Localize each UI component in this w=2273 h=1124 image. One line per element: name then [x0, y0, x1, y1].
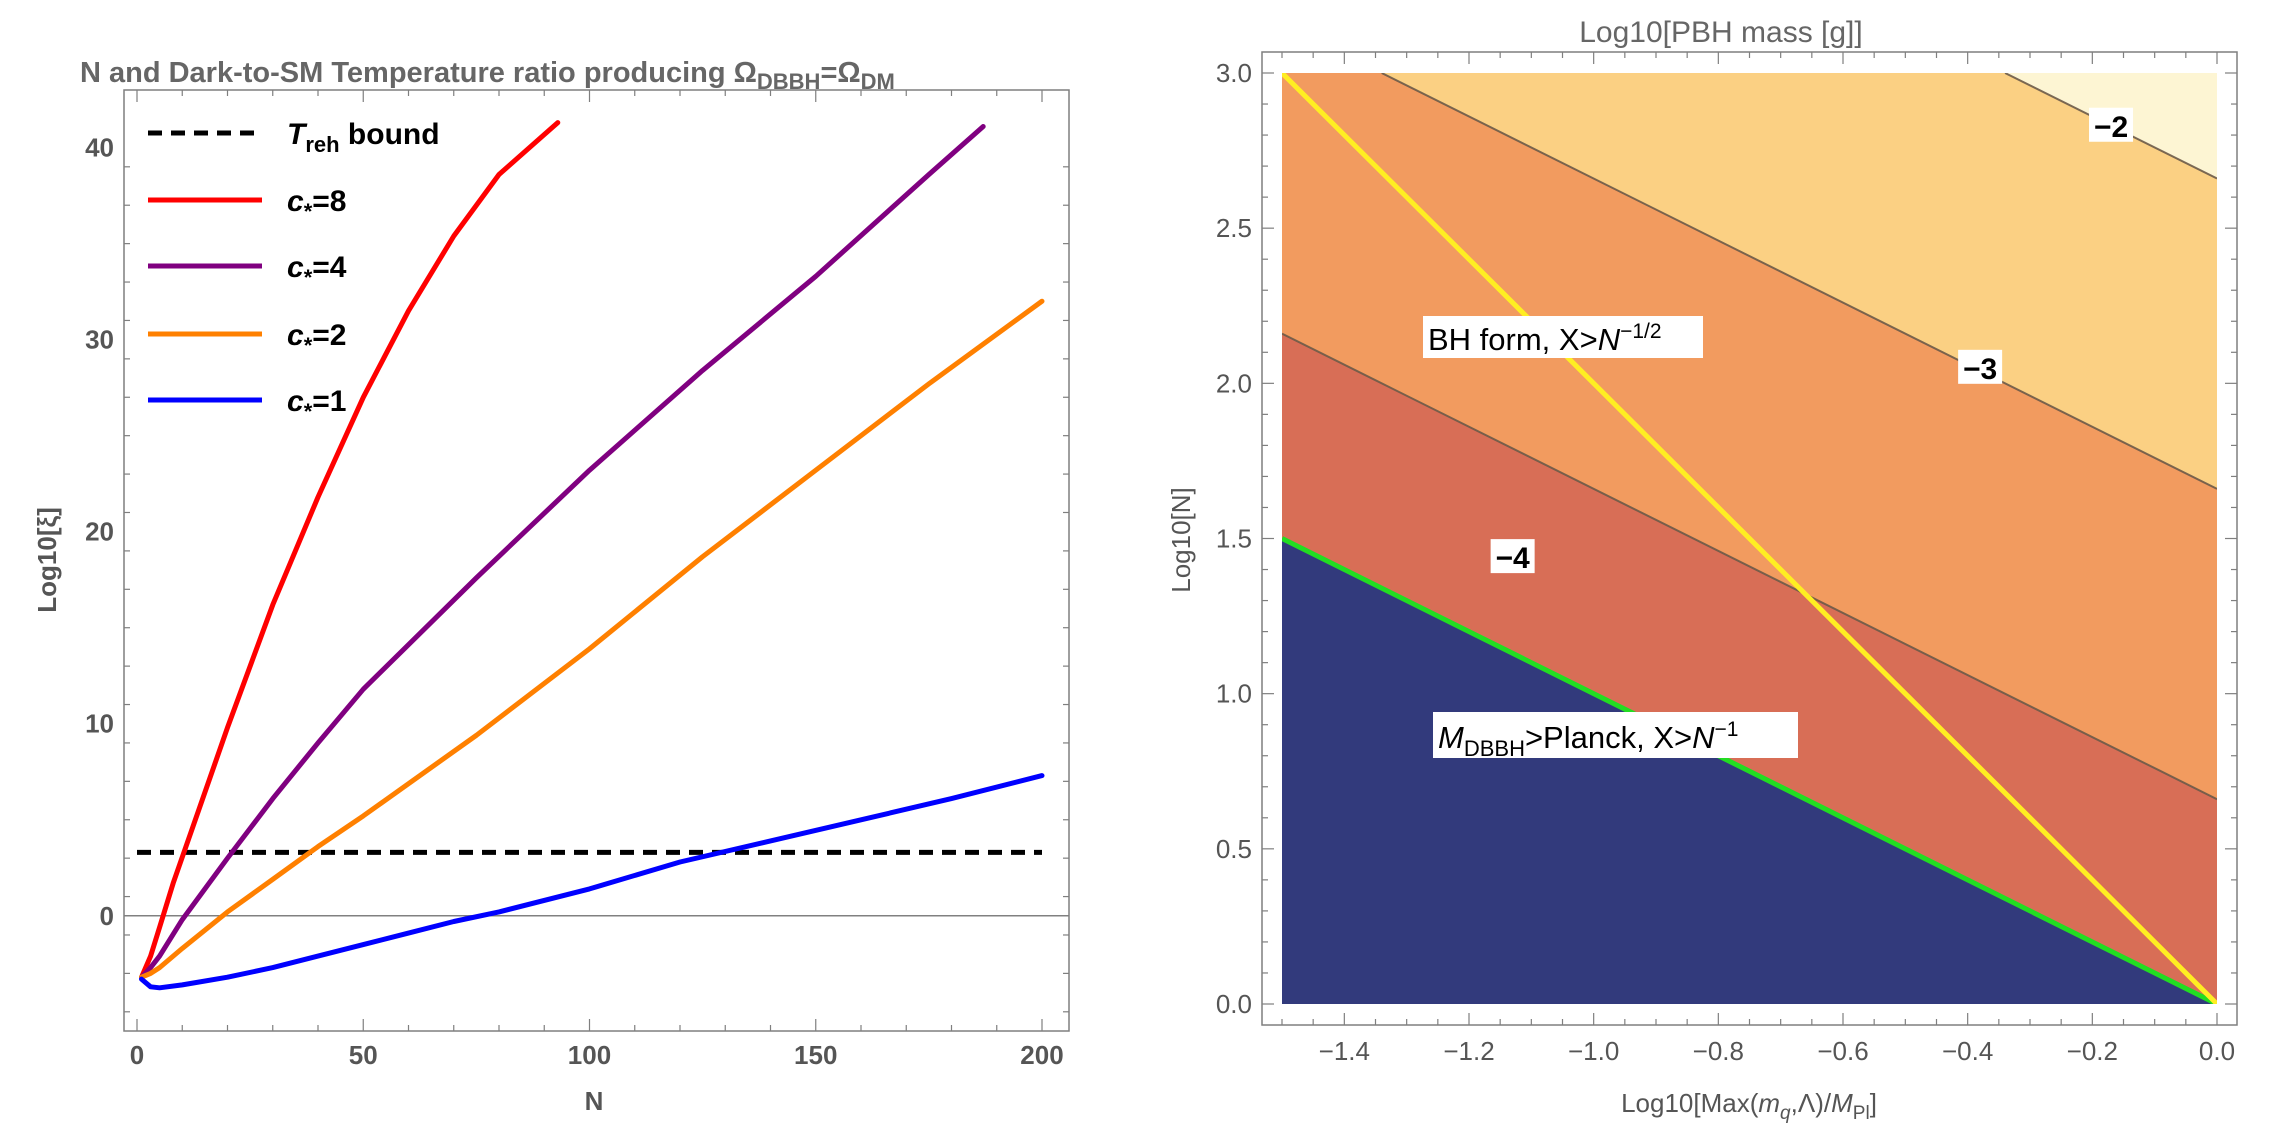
right-x-tick-label: 0.0	[2199, 1036, 2235, 1066]
series-line-c2	[139, 298, 1045, 980]
right-y-tick-label: 3.0	[1216, 58, 1252, 88]
bh-form-label-text: BH form, X>N−1/2	[1428, 320, 1662, 357]
left-y-tick-label: 0	[100, 901, 114, 931]
right-y-tick-label: 0.5	[1216, 834, 1252, 864]
right-y-axis-label: Log10[N]	[1166, 487, 1196, 593]
right-chart-title: Log10[PBH mass [g]]	[1579, 16, 1862, 49]
contour-label-bg	[1958, 349, 2003, 384]
right-x-tick-label: −0.2	[2067, 1036, 2118, 1066]
contour-label-bg	[1490, 539, 1535, 574]
right-x-tick-label: −0.4	[1942, 1036, 1993, 1066]
contour-label-bg	[2089, 107, 2134, 142]
planck-label: MDBBH>Planck, X>N−1	[1433, 712, 1798, 761]
right-chart: Log10[PBH mass [g]] −1.4 −1.2 −1.0 −0.8 −0.6…	[1166, 16, 2238, 1124]
left-ticks: 0 50 100 150 200 0 10 20 30 40	[85, 90, 1069, 1070]
left-legend: Treh bound c*=8 c*=4 c*=2 c*=1	[148, 118, 440, 424]
right-x-axis-label: Log10[Max(mq,Λ)/MPl]	[1621, 1088, 1877, 1124]
right-y-tick-label: 2.5	[1216, 213, 1252, 243]
left-x-axis-label: N	[585, 1086, 604, 1116]
left-plot-frame	[123, 89, 1070, 1032]
yellow-boundary-line	[1282, 73, 2217, 1004]
right-x-tick-label: −1.4	[1319, 1036, 1370, 1066]
contour-label: −2	[2094, 111, 2128, 144]
planck-label-bg	[1433, 712, 1798, 758]
right-x-tick-label: −1.2	[1443, 1036, 1494, 1066]
right-y-tick-label: 1.5	[1216, 524, 1252, 554]
right-x-tick-label: −1.0	[1568, 1036, 1619, 1066]
left-chart: N and Dark-to-SM Temperature ratio produ…	[32, 57, 1070, 1116]
series-line-c8	[139, 120, 561, 980]
left-x-tick-label: 100	[568, 1040, 611, 1070]
contour-label: −3	[1963, 353, 1997, 386]
bh-form-label: BH form, X>N−1/2	[1423, 316, 1703, 358]
planck-label-text: MDBBH>Planck, X>N−1	[1438, 718, 1738, 761]
boundary-lines	[1282, 73, 2217, 1004]
left-y-tick-label: 20	[85, 517, 114, 547]
legend-label-c8: c*=8	[287, 185, 346, 224]
series-line-c4	[139, 124, 986, 980]
right-y-tick-label: 1.0	[1216, 679, 1252, 709]
right-y-tick-label: 0.0	[1216, 989, 1252, 1019]
right-x-tick-label: −0.6	[1817, 1036, 1868, 1066]
left-chart-title: N and Dark-to-SM Temperature ratio produ…	[80, 57, 895, 94]
left-x-tick-label: 0	[130, 1040, 144, 1070]
legend-label-c2: c*=2	[287, 319, 346, 358]
left-y-tick-label: 30	[85, 325, 114, 355]
left-y-tick-label: 40	[85, 133, 114, 163]
contour-line	[1282, 332, 2217, 801]
legend-label-c4: c*=4	[287, 251, 347, 290]
contour-label: −4	[1496, 542, 1531, 575]
series-line-c1	[139, 773, 1045, 991]
left-y-axis-label: Log10[ξ]	[32, 507, 62, 612]
right-ticks: −1.4 −1.2 −1.0 −0.8 −0.6 −0.4 −0.2 0.0 0.0 0.5 1.0…	[1216, 52, 2237, 1066]
green-boundary-line	[1282, 536, 2217, 1004]
left-series	[139, 120, 1045, 991]
contour-line	[1381, 73, 2217, 490]
left-x-tick-label: 200	[1020, 1040, 1063, 1070]
contour-labels: −2 −3 −4	[1490, 107, 2134, 575]
legend-label-c1: c*=1	[287, 385, 346, 424]
left-x-tick-label: 150	[794, 1040, 837, 1070]
bh-form-label-bg	[1423, 316, 1703, 358]
right-y-tick-label: 2.0	[1216, 368, 1252, 398]
legend-label-treh: Treh bound	[287, 118, 440, 157]
left-y-tick-label: 10	[85, 709, 114, 739]
right-x-tick-label: −0.8	[1693, 1036, 1744, 1066]
left-x-tick-label: 50	[349, 1040, 378, 1070]
